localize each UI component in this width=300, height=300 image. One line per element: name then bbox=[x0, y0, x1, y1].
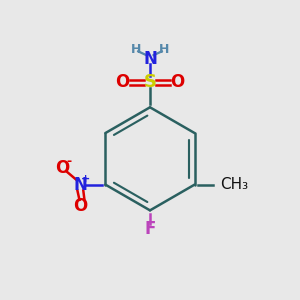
Text: O: O bbox=[170, 73, 184, 91]
Text: O: O bbox=[56, 159, 70, 177]
Text: N: N bbox=[143, 50, 157, 68]
Text: F: F bbox=[144, 220, 156, 238]
Text: O: O bbox=[73, 197, 87, 215]
Text: O: O bbox=[116, 73, 130, 91]
Text: +: + bbox=[81, 174, 90, 184]
Text: H: H bbox=[159, 43, 169, 56]
Text: -: - bbox=[66, 155, 71, 168]
Text: CH₃: CH₃ bbox=[220, 177, 248, 192]
Text: S: S bbox=[143, 73, 157, 91]
Text: N: N bbox=[74, 176, 87, 194]
Text: H: H bbox=[131, 43, 141, 56]
